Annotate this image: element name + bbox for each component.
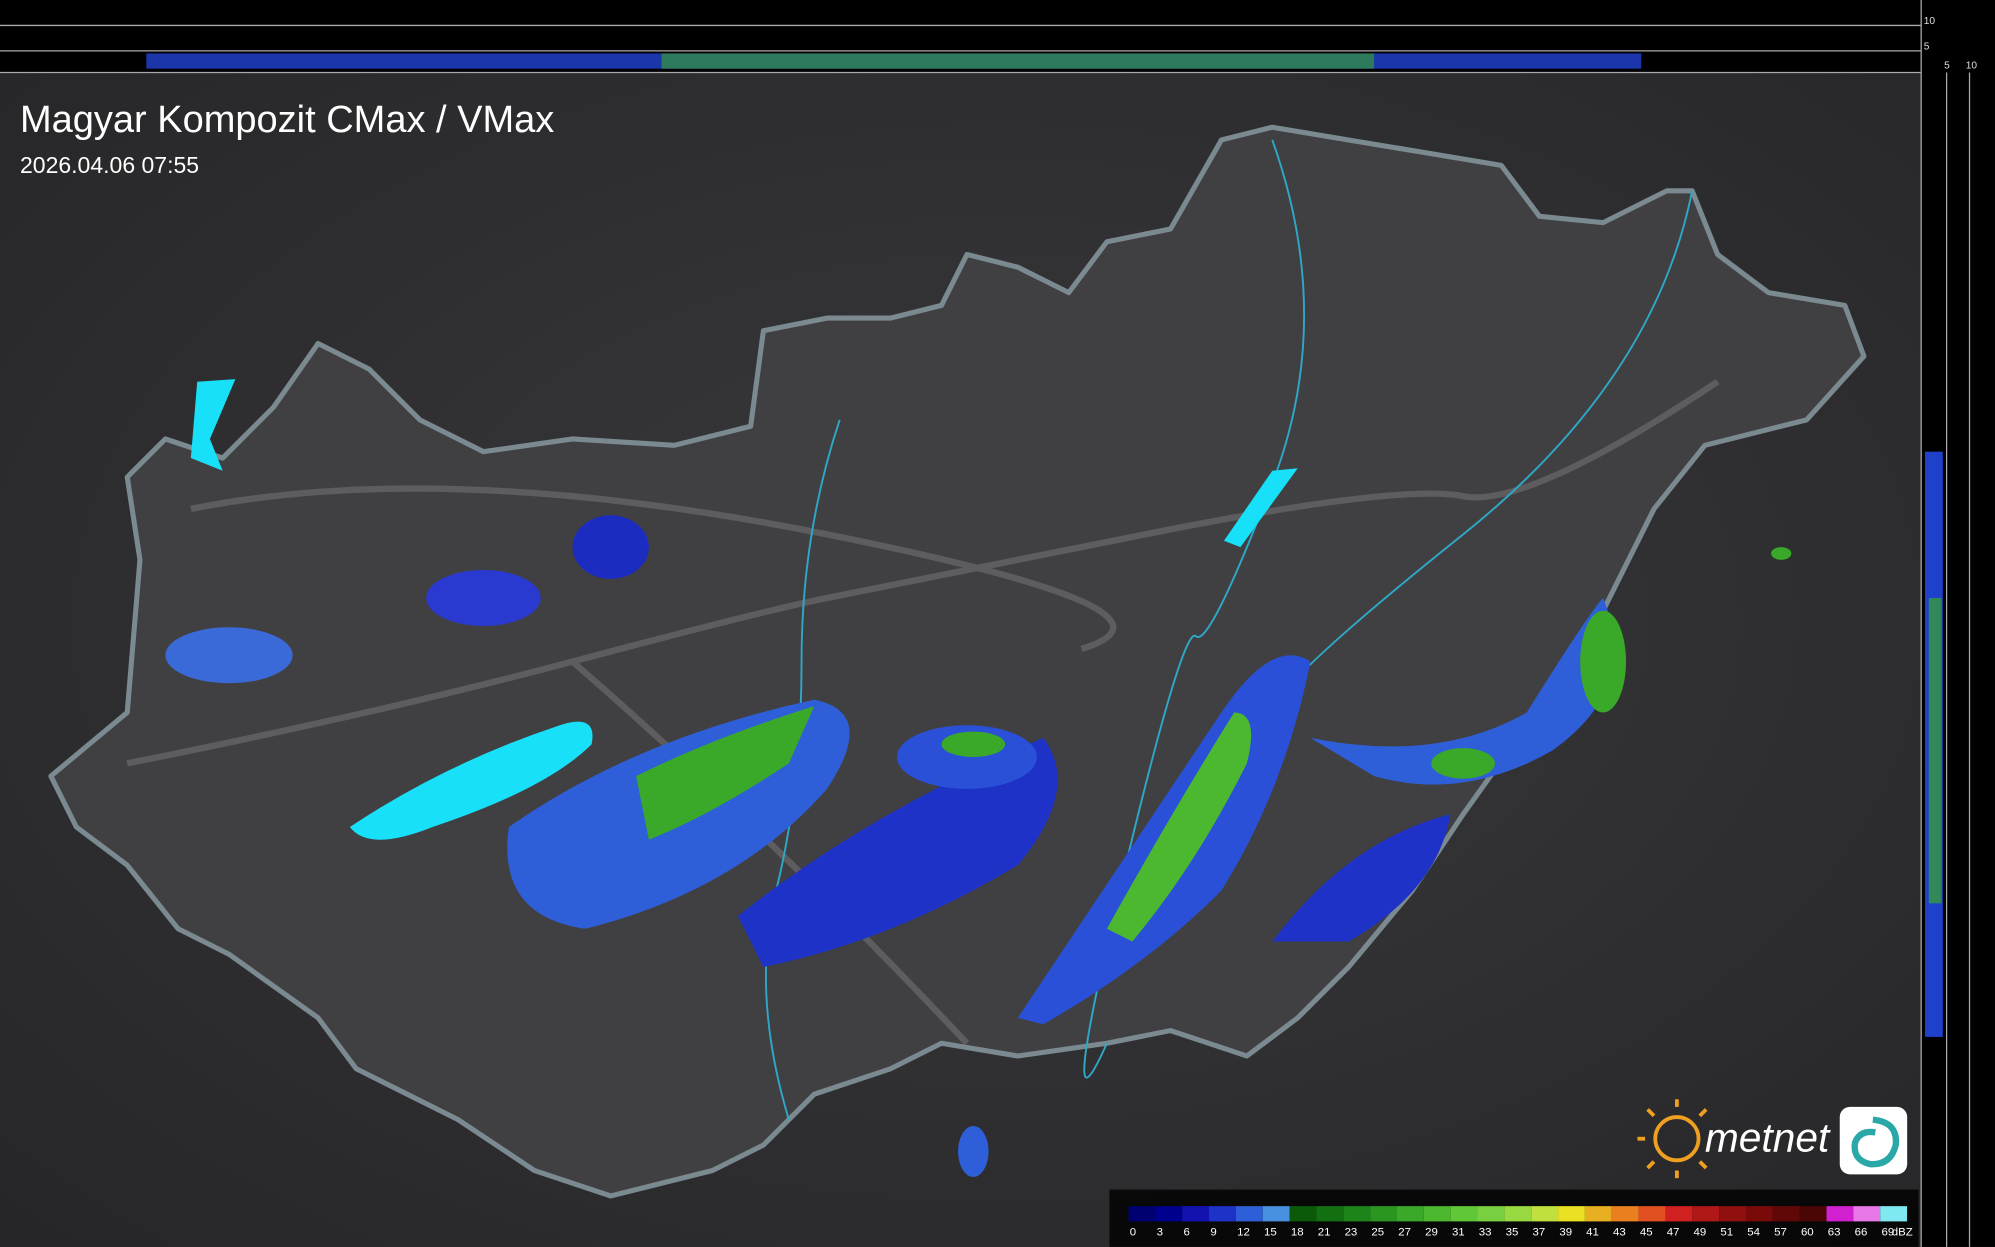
legend-label: 9 <box>1210 1226 1216 1238</box>
legend-swatch <box>1289 1206 1317 1222</box>
top-axis-label: 10 <box>1924 16 1936 27</box>
legend-swatch <box>1450 1206 1478 1222</box>
country-outline <box>48 124 1867 1199</box>
legend-swatch <box>1316 1206 1344 1222</box>
legend-swatch <box>1504 1206 1532 1222</box>
legend-swatch <box>1584 1206 1612 1222</box>
legend-swatch <box>1423 1206 1451 1222</box>
legend-swatch <box>1262 1206 1290 1222</box>
legend-swatch <box>1396 1206 1424 1222</box>
legend-label: 23 <box>1345 1226 1358 1238</box>
radar-echoes <box>165 515 1792 1177</box>
legend-label: 41 <box>1586 1226 1599 1238</box>
profile-lines <box>0 24 1995 74</box>
lakes <box>190 379 1298 840</box>
timestamp: 2026.04.06 07:55 <box>20 152 199 178</box>
logo-swirl <box>1851 1116 1900 1168</box>
legend-label: 57 <box>1774 1226 1787 1238</box>
legend-label: 43 <box>1613 1226 1626 1238</box>
legend-swatch <box>1209 1206 1236 1222</box>
legend-swatch <box>1558 1206 1585 1222</box>
legend-label: 12 <box>1237 1226 1250 1238</box>
side-profile-lines <box>1920 0 1971 1247</box>
legend-label: 29 <box>1425 1226 1438 1238</box>
legend-swatch <box>1826 1206 1854 1222</box>
logo: metnet <box>1637 1099 1908 1179</box>
legend-label: 63 <box>1828 1226 1841 1238</box>
logo-rays <box>1637 1099 1708 1179</box>
side-profile-echo-core <box>1928 597 1942 904</box>
legend-label: 6 <box>1183 1226 1189 1238</box>
legend-label: 31 <box>1452 1226 1465 1238</box>
legend-label: 45 <box>1640 1226 1653 1238</box>
legend-label: 54 <box>1747 1226 1760 1238</box>
legend-label: 49 <box>1694 1226 1707 1238</box>
legend-label: 51 <box>1720 1226 1733 1238</box>
legend-label: 47 <box>1667 1226 1680 1238</box>
top-axis-label: 5 <box>1924 42 1930 53</box>
logo-text: metnet <box>1705 1114 1831 1160</box>
legend-label: 60 <box>1801 1226 1814 1238</box>
side-axis-label: 10 <box>1966 61 1978 72</box>
legend-swatch <box>1692 1206 1720 1222</box>
legend-swatch <box>1611 1206 1639 1222</box>
legend: 0 3 6 9 12 15 18 21 23 25 27 29 31 33 35 37 39 41 43 45 47 49… <box>1128 1206 1913 1238</box>
legend-label: 66 <box>1855 1226 1868 1238</box>
legend-swatch <box>1343 1206 1371 1222</box>
title: Magyar Kompozit CMax / VMax <box>20 99 554 141</box>
legend-label: 37 <box>1532 1226 1545 1238</box>
legend-label: 3 <box>1157 1226 1163 1238</box>
legend-label: 21 <box>1318 1226 1331 1238</box>
legend-label: 27 <box>1398 1226 1411 1238</box>
legend-swatch <box>1880 1206 1908 1222</box>
legend-label: 35 <box>1506 1226 1519 1238</box>
legend-label: 69 <box>1881 1226 1894 1238</box>
legend-swatch <box>1235 1206 1263 1222</box>
legend-swatch <box>1665 1206 1693 1222</box>
legend-label: 25 <box>1371 1226 1384 1238</box>
top-profile-echo-core <box>661 53 1375 69</box>
logo-sun <box>1653 1115 1701 1163</box>
legend-label: 39 <box>1559 1226 1572 1238</box>
legend-swatch <box>1155 1206 1183 1222</box>
legend-swatch <box>1477 1206 1505 1222</box>
side-axis-label: 5 <box>1944 61 1950 72</box>
legend-label: 0 <box>1130 1226 1136 1238</box>
legend-swatch <box>1128 1206 1156 1222</box>
legend-swatch <box>1182 1206 1210 1222</box>
legend-swatch <box>1772 1206 1800 1222</box>
legend-unit: dBZ <box>1892 1226 1913 1238</box>
legend-swatch <box>1370 1206 1397 1222</box>
legend-swatch <box>1531 1206 1559 1222</box>
legend-label: 18 <box>1291 1226 1304 1238</box>
legend-swatch <box>1638 1206 1666 1222</box>
legend-label: 15 <box>1264 1226 1277 1238</box>
legend-swatch <box>1719 1206 1746 1222</box>
legend-swatch <box>1799 1206 1827 1222</box>
legend-label: 33 <box>1479 1226 1492 1238</box>
legend-swatch <box>1853 1206 1881 1222</box>
profile-axis-labels: 10 5 5 10 <box>1924 16 1978 72</box>
legend-swatch <box>1745 1206 1773 1222</box>
